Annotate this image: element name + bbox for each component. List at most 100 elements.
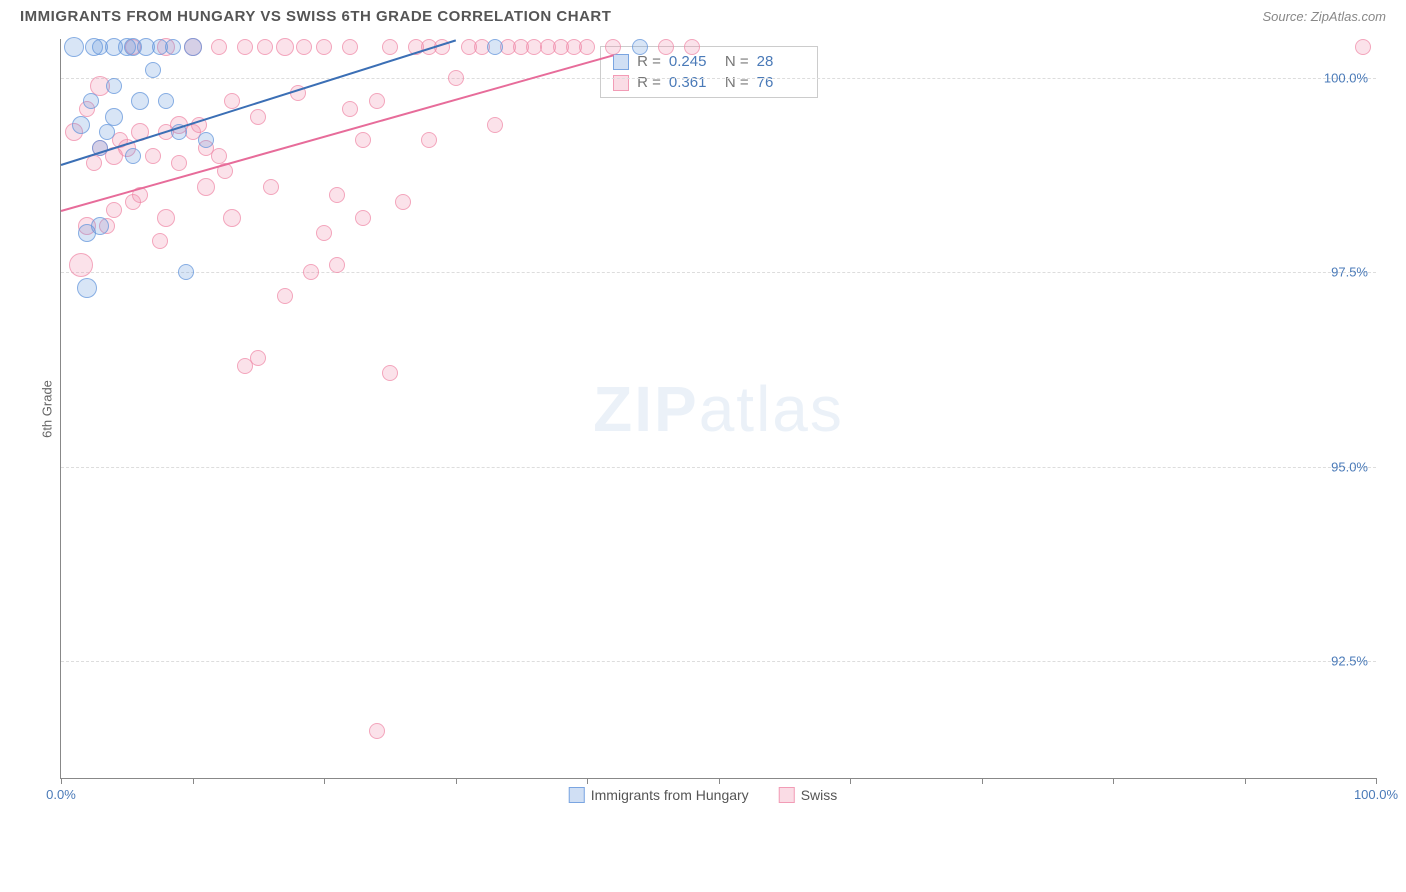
xtick: [850, 778, 851, 784]
data-point-swiss: [197, 178, 215, 196]
data-point-hungary: [91, 217, 109, 235]
data-point-hungary: [72, 116, 90, 134]
stats-n-label: N =: [725, 53, 749, 70]
xtick: [1245, 778, 1246, 784]
ytick-label: 97.5%: [1331, 265, 1368, 280]
data-point-swiss: [152, 233, 168, 249]
data-point-hungary: [145, 62, 161, 78]
data-point-swiss: [69, 253, 93, 277]
data-point-swiss: [329, 257, 345, 273]
data-point-hungary: [83, 93, 99, 109]
ytick-label: 95.0%: [1331, 459, 1368, 474]
data-point-swiss: [237, 39, 253, 55]
data-point-hungary: [106, 78, 122, 94]
data-point-swiss: [257, 39, 273, 55]
stats-row-hungary: R = 0.245 N = 28: [613, 51, 805, 72]
data-point-swiss: [263, 179, 279, 195]
data-point-swiss: [421, 132, 437, 148]
data-point-swiss: [382, 39, 398, 55]
xtick: [982, 778, 983, 784]
data-point-swiss: [157, 209, 175, 227]
ytick-label: 100.0%: [1324, 70, 1368, 85]
data-point-swiss: [487, 117, 503, 133]
ytick-label: 92.5%: [1331, 654, 1368, 669]
xtick: [61, 778, 62, 784]
chart-container: 6th Grade ZIPatlas R = 0.245 N = 28 R = …: [20, 29, 1386, 809]
stats-n-hungary: 28: [757, 53, 805, 70]
data-point-swiss: [211, 148, 227, 164]
data-point-swiss: [395, 194, 411, 210]
data-point-hungary: [178, 264, 194, 280]
xtick: [719, 778, 720, 784]
data-point-swiss: [276, 38, 294, 56]
data-point-hungary: [165, 39, 181, 55]
stats-row-swiss: R = 0.361 N = 76: [613, 72, 805, 93]
data-point-swiss: [605, 39, 621, 55]
data-point-swiss: [171, 155, 187, 171]
data-point-swiss: [250, 109, 266, 125]
data-point-hungary: [131, 92, 149, 110]
data-point-swiss: [342, 39, 358, 55]
gridline: [61, 661, 1376, 662]
legend-square-pink-icon: [779, 787, 795, 803]
data-point-swiss: [369, 723, 385, 739]
data-point-swiss: [369, 93, 385, 109]
data-point-swiss: [86, 155, 102, 171]
chart-header: IMMIGRANTS FROM HUNGARY VS SWISS 6TH GRA…: [0, 0, 1406, 29]
data-point-swiss: [342, 101, 358, 117]
data-point-swiss: [277, 288, 293, 304]
data-point-swiss: [316, 39, 332, 55]
legend-square-blue-icon: [569, 787, 585, 803]
data-point-swiss: [303, 264, 319, 280]
data-point-hungary: [125, 148, 141, 164]
legend-label-swiss: Swiss: [801, 787, 838, 803]
data-point-swiss: [684, 39, 700, 55]
xtick: [1113, 778, 1114, 784]
gridline: [61, 272, 1376, 273]
xtick-label: 100.0%: [1354, 787, 1398, 802]
data-point-hungary: [184, 38, 202, 56]
data-point-swiss: [355, 132, 371, 148]
data-point-swiss: [145, 148, 161, 164]
data-point-swiss: [106, 202, 122, 218]
data-point-swiss: [658, 39, 674, 55]
xtick: [193, 778, 194, 784]
data-point-hungary: [99, 124, 115, 140]
data-point-swiss: [223, 209, 241, 227]
data-point-swiss: [316, 225, 332, 241]
data-point-swiss: [355, 210, 371, 226]
plot-area: 6th Grade ZIPatlas R = 0.245 N = 28 R = …: [60, 39, 1376, 779]
data-point-hungary: [198, 132, 214, 148]
data-point-swiss: [382, 365, 398, 381]
legend-item-hungary: Immigrants from Hungary: [569, 787, 749, 803]
data-point-swiss: [448, 70, 464, 86]
data-point-swiss: [211, 39, 227, 55]
legend-label-hungary: Immigrants from Hungary: [591, 787, 749, 803]
data-point-hungary: [158, 93, 174, 109]
data-point-swiss: [224, 93, 240, 109]
legend-item-swiss: Swiss: [779, 787, 838, 803]
xtick: [1376, 778, 1377, 784]
stats-r-label: R =: [637, 53, 661, 70]
chart-title: IMMIGRANTS FROM HUNGARY VS SWISS 6TH GRA…: [20, 8, 611, 25]
data-point-hungary: [487, 39, 503, 55]
bottom-legend: Immigrants from Hungary Swiss: [569, 787, 838, 803]
watermark: ZIPatlas: [593, 372, 844, 446]
xtick: [324, 778, 325, 784]
data-point-hungary: [105, 108, 123, 126]
data-point-hungary: [77, 278, 97, 298]
chart-source: Source: ZipAtlas.com: [1262, 9, 1386, 24]
stats-box: R = 0.245 N = 28 R = 0.361 N = 76: [600, 46, 818, 98]
data-point-swiss: [579, 39, 595, 55]
data-point-swiss: [329, 187, 345, 203]
gridline: [61, 467, 1376, 468]
data-point-swiss: [296, 39, 312, 55]
xtick: [456, 778, 457, 784]
y-axis-label: 6th Grade: [40, 380, 55, 438]
data-point-swiss: [1355, 39, 1371, 55]
gridline: [61, 78, 1376, 79]
data-point-hungary: [64, 37, 84, 57]
trendline-blue: [61, 39, 456, 166]
data-point-hungary: [632, 39, 648, 55]
xtick: [587, 778, 588, 784]
